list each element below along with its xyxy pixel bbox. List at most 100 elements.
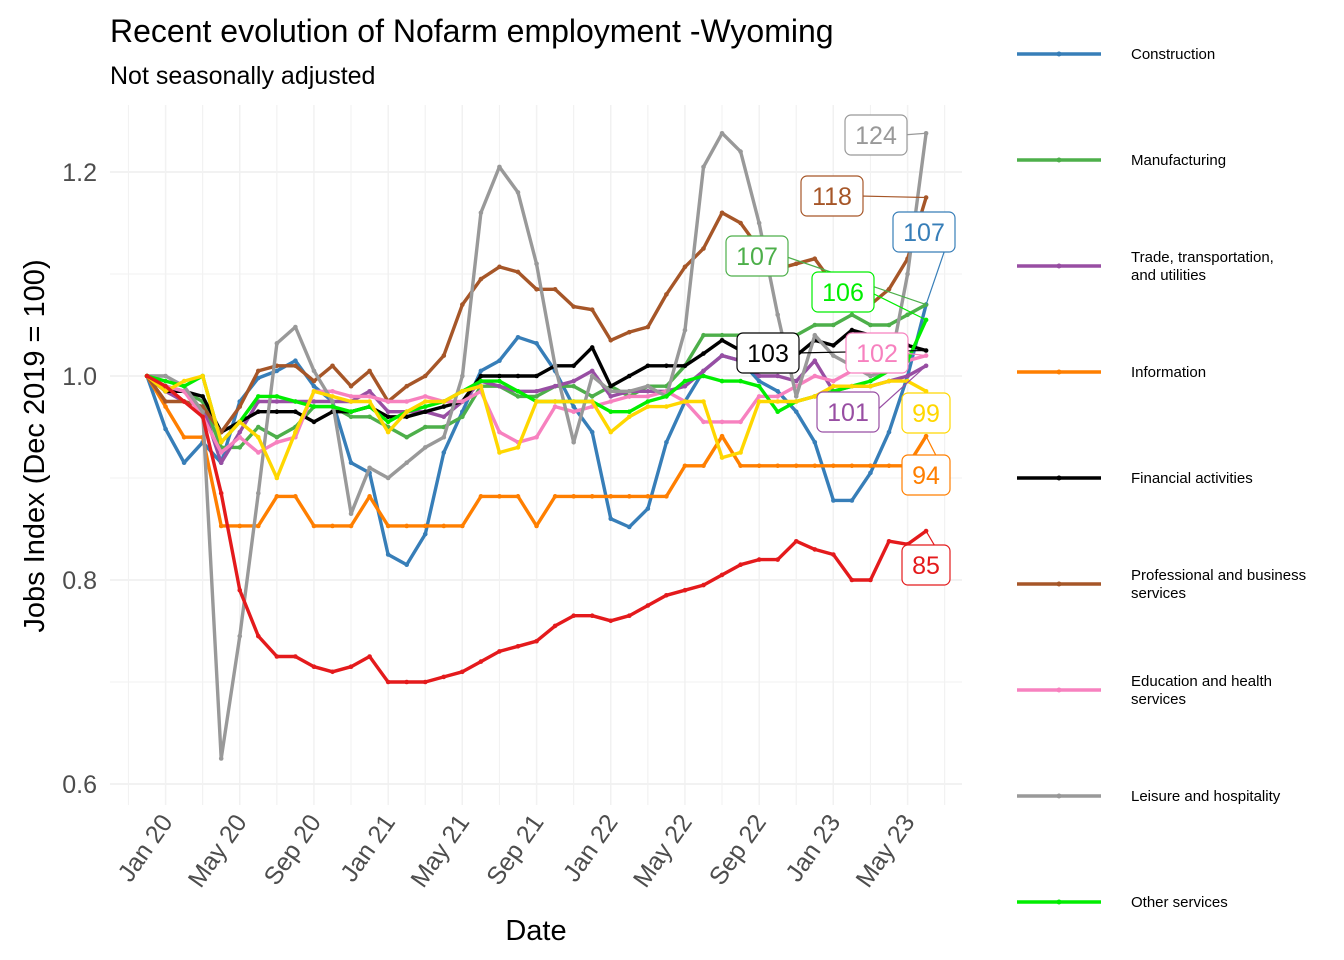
data-point: [237, 434, 243, 440]
data-point: [627, 409, 632, 415]
data-point: [422, 394, 428, 399]
data-point: [274, 399, 280, 404]
data-point: [367, 414, 372, 420]
end-label-text: 85: [912, 552, 940, 580]
end-label-text: 101: [827, 399, 869, 427]
data-point: [868, 577, 873, 583]
y-tick-label: 1.2: [62, 159, 97, 187]
end-label-text: 103: [747, 340, 789, 368]
data-point: [571, 399, 576, 404]
data-point: [719, 353, 725, 358]
data-point: [255, 523, 261, 529]
data-point: [460, 669, 465, 675]
data-point: [497, 429, 502, 435]
data-point: [181, 460, 187, 466]
data-point: [812, 358, 818, 364]
data-point: [756, 383, 762, 389]
data-point: [571, 613, 576, 618]
data-point: [775, 394, 780, 399]
data-point: [422, 531, 428, 537]
legend-label: Leisure and hospitality: [1131, 788, 1281, 805]
data-point: [793, 394, 799, 399]
legend-label: Construction: [1131, 46, 1215, 63]
data-point: [404, 562, 410, 567]
data-point: [163, 383, 168, 389]
data-point: [422, 399, 428, 404]
data-point: [793, 399, 799, 404]
data-point: [255, 409, 261, 415]
data-point: [831, 498, 836, 503]
data-point: [385, 414, 391, 420]
x-axis: Jan 20 May 20 Sep 20 Jan 21 May 21 Sep 21 Jan …: [112, 809, 920, 892]
end-label-text: 94: [912, 462, 940, 490]
data-point: [645, 394, 651, 399]
data-point: [868, 470, 873, 476]
data-point: [367, 465, 372, 471]
data-point: [571, 378, 576, 384]
data-point: [274, 409, 280, 415]
data-point: [460, 414, 465, 420]
end-label-text: 106: [822, 279, 864, 307]
data-point: [330, 523, 335, 529]
end-label-box: [725, 235, 789, 277]
y-axis: 0.6 0.8 1.0 1.2: [62, 159, 97, 799]
data-point: [200, 373, 205, 379]
data-point: [756, 220, 762, 226]
end-label-text: 99: [912, 400, 940, 428]
data-point: [348, 399, 354, 404]
data-point: [460, 389, 465, 394]
data-point: [311, 404, 317, 409]
data-point: [738, 419, 743, 425]
data-point: [534, 389, 539, 394]
data-point: [534, 638, 539, 644]
data-point: [552, 623, 558, 629]
data-point: [515, 644, 521, 649]
end-label-leader: [869, 291, 927, 321]
data-point: [738, 450, 743, 455]
data-point: [701, 332, 706, 338]
data-point: [701, 463, 706, 469]
data-point: [385, 679, 391, 685]
data-point: [181, 383, 187, 389]
data-point: [218, 440, 224, 445]
end-label-box: [844, 114, 908, 156]
data-point: [756, 463, 762, 469]
data-point: [756, 394, 762, 399]
data-point: [552, 363, 558, 369]
data-point: [497, 164, 502, 170]
end-label-box: [816, 391, 880, 433]
data-point: [330, 399, 335, 404]
data-point: [608, 409, 614, 415]
data-point: [645, 399, 651, 404]
data-point: [812, 322, 818, 328]
data-point: [460, 302, 465, 307]
data-point: [664, 292, 669, 297]
data-point: [589, 613, 595, 618]
data-point: [831, 383, 836, 389]
data-point: [144, 373, 150, 379]
data-point: [534, 373, 539, 379]
data-point: [608, 429, 614, 435]
data-point: [348, 511, 354, 516]
data-point: [608, 394, 614, 399]
data-point: [664, 394, 669, 399]
data-point: [831, 322, 836, 328]
data-point: [756, 373, 762, 379]
data-point: [497, 373, 502, 379]
data-point: [608, 389, 614, 394]
data-point: [756, 399, 762, 404]
data-point: [589, 345, 595, 350]
legend-swatch-point: [1056, 581, 1062, 587]
data-point: [608, 494, 614, 499]
data-point: [812, 547, 818, 552]
data-point: [682, 378, 688, 384]
legend-label: Financial activities: [1131, 470, 1253, 487]
data-point: [218, 450, 224, 455]
end-label-box: [892, 211, 956, 253]
data-point: [738, 149, 743, 154]
data-point: [200, 409, 205, 415]
data-point: [515, 494, 521, 499]
data-point: [348, 409, 354, 415]
data-point: [552, 383, 558, 389]
data-point: [738, 562, 743, 567]
